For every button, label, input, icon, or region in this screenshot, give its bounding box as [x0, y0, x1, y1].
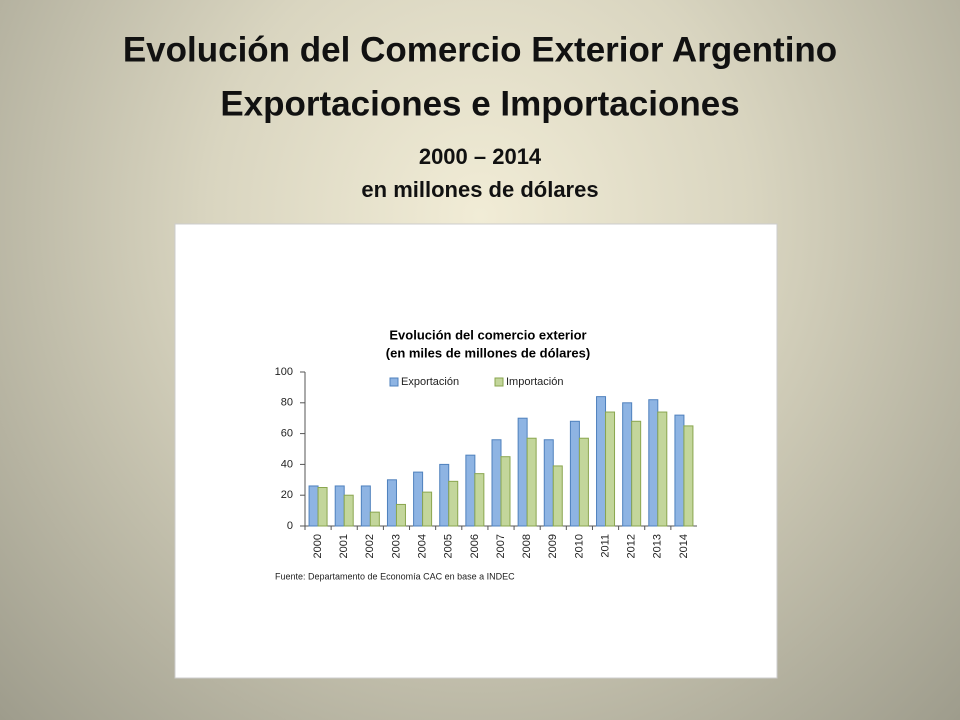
- x-tick-label: 2001: [338, 534, 350, 558]
- legend-swatch: [389, 377, 399, 387]
- bar: [631, 420, 642, 527]
- bar: [448, 480, 459, 527]
- x-tick-label: 2009: [547, 534, 559, 558]
- y-tick-label: 0: [287, 520, 293, 532]
- bar: [578, 437, 589, 527]
- bar: [422, 491, 433, 527]
- slide-period: 2000 – 2014: [419, 144, 542, 169]
- x-tick-label: 2002: [364, 534, 376, 558]
- bar: [552, 465, 563, 527]
- x-tick-label: 2011: [599, 534, 611, 558]
- bar: [474, 473, 485, 527]
- y-tick-label: 100: [275, 366, 293, 378]
- bar: [683, 425, 694, 527]
- x-tick-label: 2004: [417, 534, 429, 558]
- bar: [526, 437, 537, 527]
- slide-units: en millones de dólares: [361, 177, 598, 202]
- chart-title: Evolución del comercio exterior: [389, 327, 586, 342]
- bar: [308, 485, 319, 527]
- bar: [543, 439, 554, 527]
- legend-label: Exportación: [401, 376, 459, 388]
- bar: [517, 417, 528, 527]
- x-tick-label: 2005: [443, 534, 455, 558]
- x-tick-label: 2013: [652, 534, 664, 558]
- bar: [465, 454, 476, 527]
- x-tick-label: 2012: [626, 534, 638, 558]
- y-tick-label: 40: [281, 458, 293, 470]
- x-tick-label: 2008: [521, 534, 533, 558]
- source-note: Fuente: Departamento de Economía CAC en …: [275, 571, 515, 581]
- bar: [360, 485, 371, 527]
- bar: [500, 456, 511, 527]
- slide-title: Exportaciones e Importaciones: [220, 84, 739, 123]
- bar: [334, 485, 345, 527]
- bar: [596, 396, 607, 527]
- y-tick-label: 60: [281, 428, 293, 440]
- bar: [657, 411, 668, 527]
- x-tick-label: 2003: [390, 534, 402, 558]
- bar: [317, 487, 328, 527]
- bar: [622, 402, 633, 527]
- x-tick-label: 2010: [573, 534, 585, 558]
- slide-title: Evolución del Comercio Exterior Argentin…: [123, 30, 837, 69]
- bar: [395, 503, 406, 527]
- bar: [343, 494, 354, 527]
- bar: [386, 479, 397, 527]
- y-tick-label: 20: [281, 489, 293, 501]
- bar: [369, 511, 380, 527]
- bar: [674, 414, 685, 527]
- bar: [439, 463, 450, 527]
- bar: [413, 471, 424, 527]
- bar: [569, 420, 580, 527]
- x-tick-label: 2014: [678, 534, 690, 558]
- chart-subtitle: (en miles de millones de dólares): [386, 345, 590, 360]
- bar: [491, 439, 502, 527]
- bar: [605, 411, 616, 527]
- legend-label: Importación: [506, 376, 563, 388]
- bar: [648, 399, 659, 527]
- legend-swatch: [494, 377, 504, 387]
- x-tick-label: 2006: [469, 534, 481, 558]
- y-tick-label: 80: [281, 397, 293, 409]
- x-tick-label: 2007: [495, 534, 507, 558]
- x-tick-label: 2000: [312, 534, 324, 558]
